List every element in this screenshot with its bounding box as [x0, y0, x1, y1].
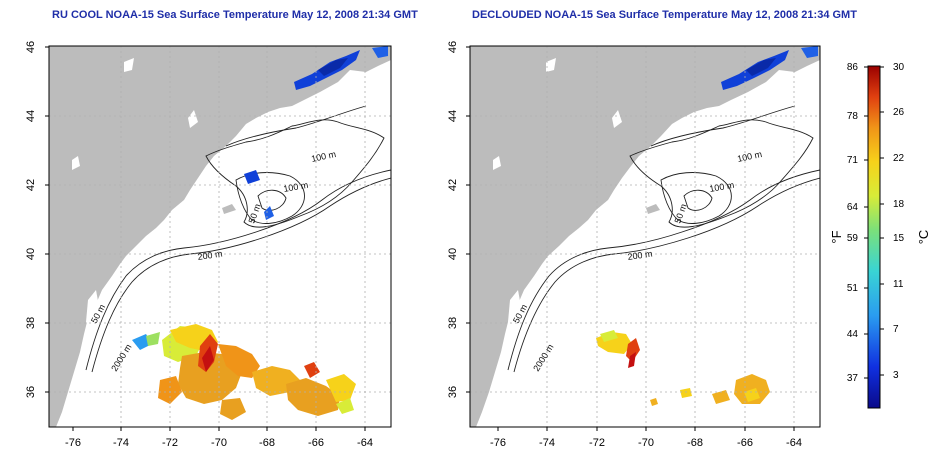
longitude-tick-labels: -76 -74 -72 -70 -68 -66 -64 — [490, 437, 802, 449]
lon-tick-label: -70 — [638, 437, 654, 449]
latitude-tick-labels: 36 38 40 42 44 46 — [447, 41, 459, 398]
landmass — [470, 46, 820, 427]
celsius-unit-label: °C — [916, 230, 931, 245]
lon-tick-label: -74 — [539, 437, 555, 449]
axis-ticks — [466, 46, 795, 431]
map-frame — [48, 45, 392, 428]
lat-tick-label: 46 — [447, 41, 459, 53]
c-tick-label: 3 — [893, 370, 899, 381]
temperature-colorbar: 86 78 71 64 59 51 44 37 30 26 22 18 15 1… — [829, 62, 931, 409]
panel-title-raw: RU COOL NOAA-15 Sea Surface Temperature … — [52, 9, 418, 21]
island — [222, 204, 236, 214]
f-tick-label: 44 — [847, 329, 859, 340]
lat-tick-label: 42 — [25, 179, 37, 191]
f-tick-label: 78 — [847, 111, 859, 122]
lon-tick-label: -70 — [211, 437, 227, 449]
lake — [546, 58, 556, 72]
map-frame — [469, 45, 821, 428]
lat-tick-label: 38 — [25, 317, 37, 329]
f-tick-label: 64 — [847, 202, 859, 213]
map-panel-raw: 100 m 100 m 50 m 200 m 50 m 2000 m -76 -… — [25, 41, 392, 449]
sst-pixels — [132, 46, 388, 420]
lat-tick-label: 44 — [447, 110, 459, 122]
depth-label: 200 m — [627, 249, 653, 262]
depth-label: 100 m — [709, 180, 735, 194]
lon-tick-label: -72 — [589, 437, 605, 449]
island — [248, 92, 258, 102]
sst-pixels — [596, 46, 818, 406]
lat-tick-label: 42 — [447, 179, 459, 191]
lon-tick-label: -76 — [65, 437, 81, 449]
c-tick-label: 11 — [893, 279, 904, 290]
c-tick-label: 7 — [893, 324, 899, 335]
lon-tick-label: -64 — [786, 437, 802, 449]
lon-tick-label: -66 — [737, 437, 753, 449]
lat-tick-label: 38 — [447, 317, 459, 329]
latitude-tick-labels: 36 38 40 42 44 46 — [25, 41, 37, 398]
lon-tick-label: -74 — [113, 437, 129, 449]
f-tick-label: 86 — [847, 62, 859, 73]
lon-tick-label: -64 — [357, 437, 373, 449]
lat-tick-label: 36 — [447, 386, 459, 398]
longitude-tick-labels: -76 -74 -72 -70 -68 -66 -64 — [65, 437, 373, 449]
bay-inlet — [508, 290, 522, 330]
c-tick-label: 15 — [893, 233, 905, 244]
fahrenheit-unit-label: °F — [829, 230, 844, 243]
celsius-tick-labels: 30 26 22 18 15 11 7 3 — [893, 62, 905, 381]
depth-label: 200 m — [197, 249, 223, 262]
lake — [612, 110, 622, 128]
fahrenheit-tick-labels: 86 78 71 64 59 51 44 37 — [847, 62, 859, 384]
depth-label: 100 m — [283, 180, 309, 194]
lat-tick-label: 44 — [25, 110, 37, 122]
landmass — [49, 46, 391, 427]
c-tick-label: 30 — [893, 62, 905, 73]
panel-title-declouded: DECLOUDED NOAA-15 Sea Surface Temperatur… — [472, 9, 857, 21]
lon-tick-label: -68 — [687, 437, 703, 449]
colorbar-gradient — [867, 65, 881, 409]
island — [673, 92, 683, 102]
lon-tick-label: -66 — [308, 437, 324, 449]
lat-tick-label: 40 — [447, 248, 459, 260]
c-tick-label: 22 — [893, 153, 905, 164]
depth-contours — [507, 105, 820, 373]
lat-tick-label: 40 — [25, 248, 37, 260]
c-tick-label: 26 — [893, 107, 905, 118]
f-tick-label: 71 — [847, 155, 859, 166]
lake — [188, 110, 198, 128]
f-tick-label: 37 — [847, 373, 859, 384]
c-tick-label: 18 — [893, 199, 905, 210]
bay-inlet — [86, 290, 100, 330]
lon-tick-label: -72 — [162, 437, 178, 449]
f-tick-label: 51 — [847, 283, 859, 294]
colorbar-ticks — [864, 66, 884, 379]
lake — [72, 156, 80, 170]
lon-tick-label: -68 — [259, 437, 275, 449]
lat-tick-label: 46 — [25, 41, 37, 53]
f-tick-label: 59 — [847, 233, 859, 244]
lake — [493, 156, 501, 170]
map-panel-declouded: 100 m 100 m 50 m 200 m 50 m 2000 m -76 -… — [447, 41, 821, 449]
lon-tick-label: -76 — [490, 437, 506, 449]
island — [646, 204, 660, 214]
lat-tick-label: 36 — [25, 386, 37, 398]
lat-lon-grid — [470, 46, 820, 427]
axis-ticks — [45, 46, 366, 431]
lake — [124, 58, 134, 72]
lat-lon-grid — [49, 46, 391, 427]
